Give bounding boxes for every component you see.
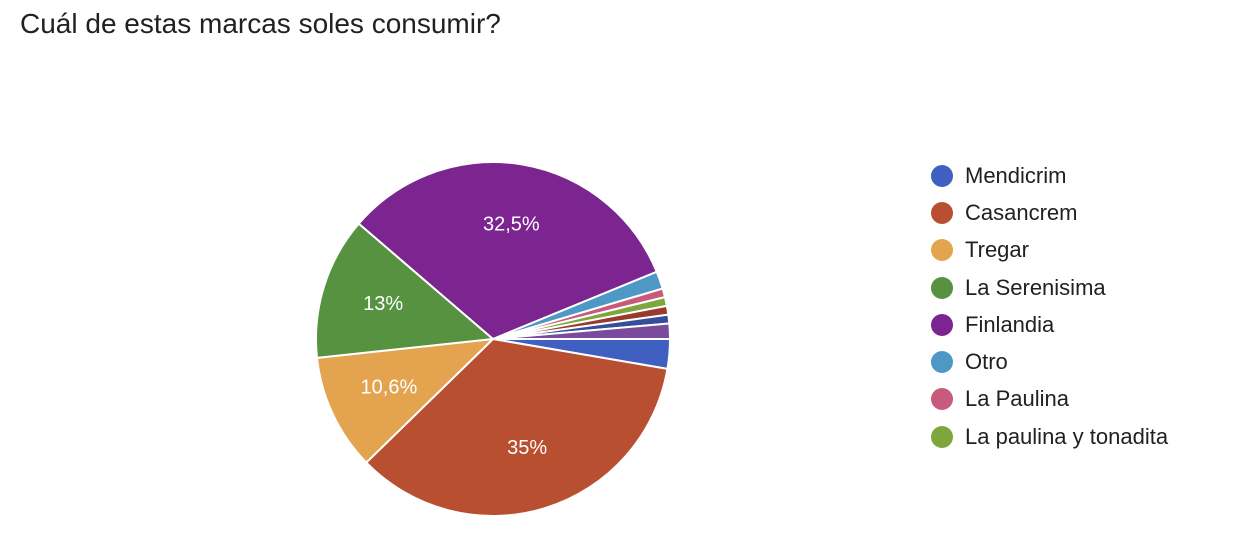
legend-label: La Paulina [965,386,1069,412]
pie-slice-other-10 [492,322,672,340]
question-title: Cuál de estas marcas soles consumir? [20,8,501,39]
legend-swatch [931,313,953,336]
slice-percent-label: 13% [363,293,403,315]
pie-slice-tregar [315,337,496,464]
legend-label: Finlandia [965,311,1055,337]
pie-slice-casancrem [364,337,669,517]
legend-label: Mendicrim [965,162,1067,188]
slice-percent-label: 32,5% [483,214,540,236]
legend-swatch [931,201,953,224]
legend-item: Mendicrim [931,157,1168,194]
legend-label: Tregar [965,237,1029,263]
legend-item: La paulina y tonadita [931,418,1168,455]
slice-percent-label: 35% [507,437,547,459]
legend-item: La Serenisima [931,269,1168,306]
legend-item: La Paulina [931,381,1168,418]
legend-item: Finlandia [931,306,1168,343]
legend-swatch [931,388,953,411]
legend-swatch [931,164,953,187]
legend-swatch [931,239,953,262]
legend-swatch [931,351,953,374]
legend-label: Otro [965,349,1008,375]
legend-item: Otro [931,343,1168,380]
legend-item: Casancrem [931,194,1168,231]
legend-label: La Serenisima [965,274,1106,300]
legend-label: La paulina y tonadita [965,423,1169,449]
legend-label: Casancrem [965,199,1078,225]
legend-swatch [931,276,953,299]
chart-legend: Mendicrim Casancrem Tregar La Serenisima Fin… [931,157,1168,455]
pie-slice-finlandia [357,161,659,341]
legend-item: Tregar [931,232,1168,269]
slice-percent-label: 10,6% [361,376,418,398]
pie-slice-la-serenisima [315,222,496,359]
legend-swatch [931,425,953,448]
